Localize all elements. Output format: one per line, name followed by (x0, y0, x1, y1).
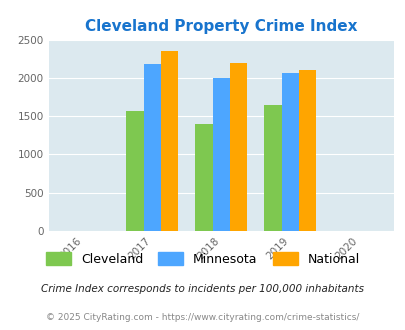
Bar (195, 124, 212, 231)
Legend: Cleveland, Minnesota, National: Cleveland, Minnesota, National (41, 247, 364, 271)
Bar (281, 73, 298, 231)
Bar (264, 106, 281, 231)
Bar (298, 70, 315, 231)
Bar (212, 78, 229, 231)
Bar (143, 64, 160, 231)
Bar (160, 51, 178, 231)
Bar (126, 111, 143, 231)
Title: Cleveland Property Crime Index: Cleveland Property Crime Index (85, 19, 357, 34)
Text: Crime Index corresponds to incidents per 100,000 inhabitants: Crime Index corresponds to incidents per… (41, 284, 364, 294)
Bar (229, 63, 247, 231)
Text: © 2025 CityRating.com - https://www.cityrating.com/crime-statistics/: © 2025 CityRating.com - https://www.city… (46, 313, 359, 322)
